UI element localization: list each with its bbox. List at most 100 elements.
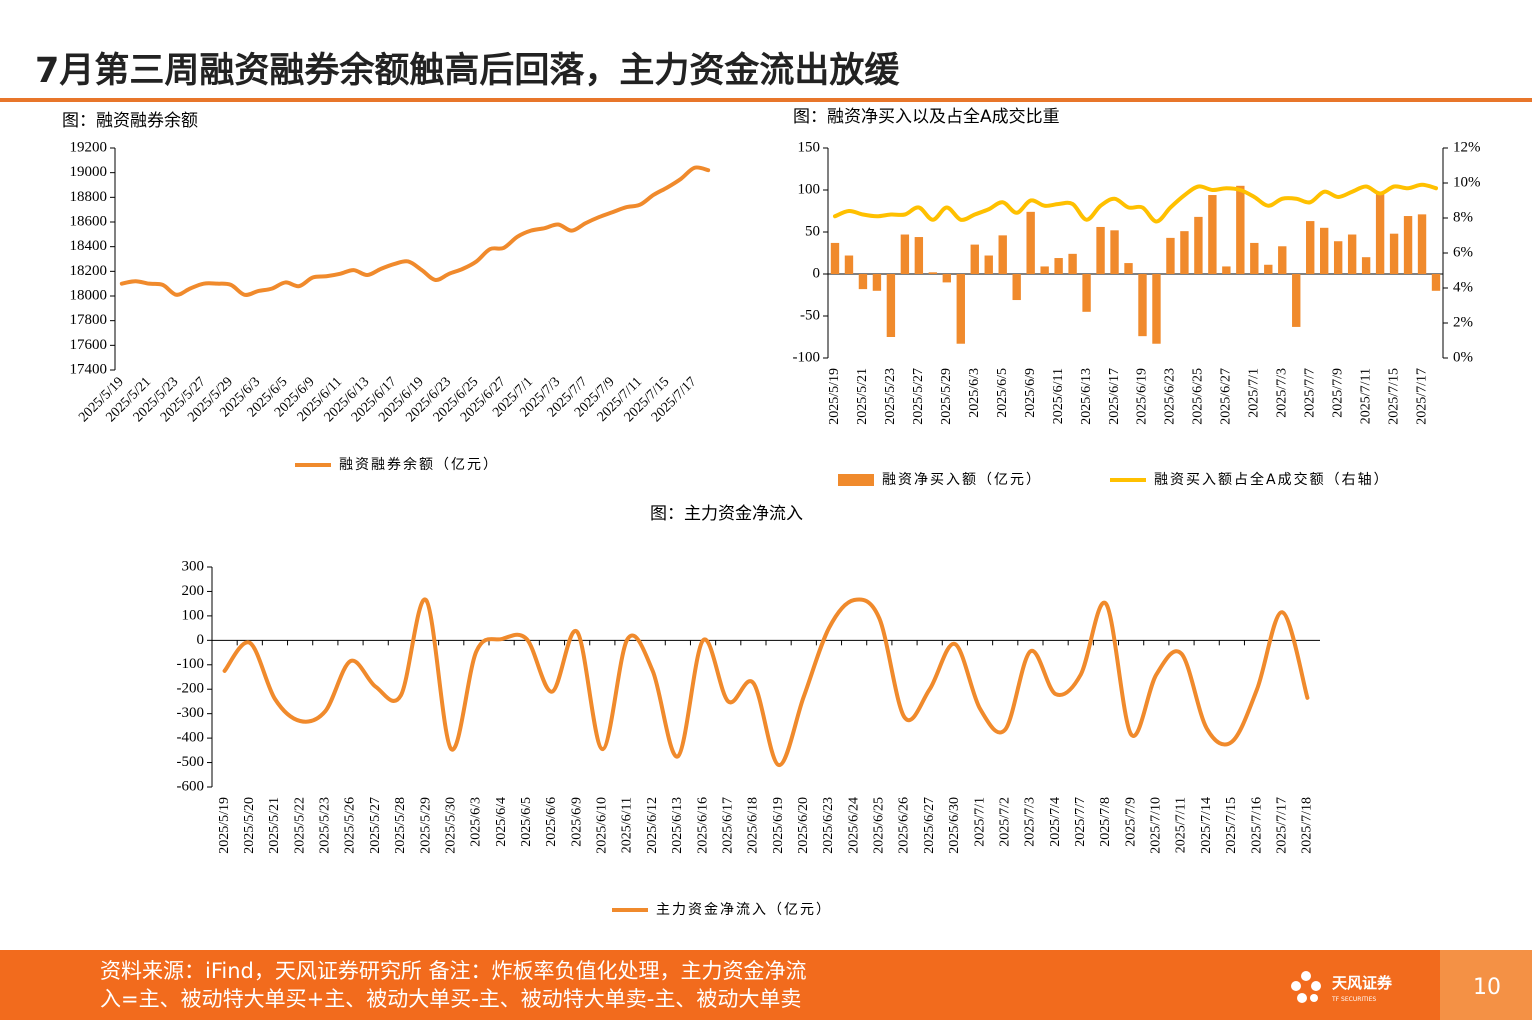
y-tick-label: -200 — [177, 681, 205, 697]
source-line: 入=主、被动特大单买+主、被动大单买-主、被动特大单卖-主、被动大单卖 — [100, 987, 801, 1011]
y-tick-label: 300 — [182, 558, 205, 574]
x-tick-label: 2025/5/29 — [418, 797, 433, 854]
x-tick-label: 2025/6/30 — [947, 797, 962, 854]
bar — [1124, 263, 1133, 274]
y-tick-label: 19200 — [70, 139, 108, 155]
y-tick-label: -100 — [177, 656, 205, 672]
y-tick-label: 200 — [182, 583, 205, 599]
bar — [1180, 231, 1189, 274]
bar — [872, 274, 882, 291]
x-tick-label: 2025/7/17 — [1414, 368, 1429, 425]
y-tick-label: 0 — [813, 265, 821, 281]
bar — [1389, 233, 1399, 274]
legend-label: 融资买入额占全A成交额（右轴） — [1154, 471, 1390, 488]
logo-text-en: TF SECURITIES — [1331, 996, 1376, 1003]
bar — [1236, 185, 1245, 274]
bar — [998, 235, 1007, 274]
legend-label: 主力资金净流入（亿元） — [656, 902, 832, 918]
bar — [1278, 246, 1287, 274]
x-tick-label: 2025/7/16 — [1249, 797, 1264, 854]
x-tick-label: 2025/6/26 — [897, 797, 912, 854]
legend-swatch — [838, 474, 874, 486]
x-tick-label: 2025/7/8 — [1098, 797, 1113, 847]
x-tick-label: 2025/6/5 — [519, 797, 534, 847]
page-title: 7月第三周融资融券余额触高后回落，主力资金流出放缓 — [35, 50, 900, 91]
bar — [914, 237, 924, 274]
x-tick-label: 2025/6/6 — [544, 797, 559, 847]
line — [222, 597, 1310, 767]
chart-title: 图：融资融券余额 — [62, 111, 198, 131]
y2-tick-label: 0% — [1453, 349, 1473, 365]
y-tick-label: 150 — [798, 139, 821, 155]
bar — [844, 255, 854, 274]
legend-label: 融资净买入额（亿元） — [882, 472, 1042, 488]
bar — [858, 274, 868, 290]
y-tick-label: -100 — [793, 349, 821, 365]
bar — [1320, 227, 1329, 274]
x-tick-label: 2025/7/15 — [1386, 368, 1401, 425]
x-tick-label: 2025/5/29 — [939, 368, 954, 425]
bar — [1110, 230, 1119, 274]
y-tick-label: 19000 — [70, 164, 108, 180]
y-tick-label: 100 — [182, 607, 205, 623]
x-tick-label: 2025/6/19 — [1135, 368, 1150, 425]
x-tick-label: 2025/7/11 — [1358, 368, 1373, 424]
bar — [970, 244, 979, 274]
y-tick-label: -400 — [177, 730, 205, 746]
bar — [886, 274, 896, 337]
bar — [1012, 274, 1021, 301]
bar — [1375, 193, 1385, 274]
x-tick-label: 2025/6/17 — [1107, 368, 1122, 425]
x-tick-label: 2025/6/13 — [670, 797, 685, 854]
bar — [1333, 241, 1343, 274]
x-tick-label: 2025/6/11 — [1051, 368, 1066, 424]
y-tick-label: -500 — [177, 754, 205, 770]
x-tick-label: 2025/6/17 — [720, 797, 735, 854]
bar — [830, 242, 840, 274]
y-tick-label: -50 — [800, 307, 820, 323]
y2-tick-label: 10% — [1453, 174, 1481, 190]
y-tick-label: 17800 — [70, 312, 108, 328]
x-tick-label: 2025/7/7 — [1302, 368, 1317, 418]
bar — [1082, 274, 1091, 312]
y-tick-label: 0 — [197, 632, 205, 648]
x-tick-label: 2025/5/19 — [217, 797, 232, 854]
x-tick-label: 2025/5/28 — [393, 797, 408, 854]
y-tick-label: 18400 — [70, 238, 108, 254]
bar — [1152, 274, 1161, 344]
bar — [984, 255, 993, 274]
chart-title: 图：融资净买入以及占全A成交比重 — [793, 107, 1060, 127]
y2-tick-label: 4% — [1453, 279, 1473, 295]
x-tick-label: 2025/6/3 — [469, 797, 484, 847]
x-tick-label: 2025/6/10 — [595, 797, 610, 854]
x-tick-label: 2025/7/10 — [1149, 797, 1164, 854]
y-tick-label: 18600 — [70, 213, 108, 229]
y-tick-label: -300 — [177, 705, 205, 721]
x-tick-label: 2025/6/9 — [569, 797, 584, 847]
bar — [1347, 234, 1357, 274]
x-tick-label: 2025/7/11 — [1174, 797, 1189, 853]
y-tick-label: 50 — [805, 223, 820, 239]
bar — [900, 234, 910, 274]
x-tick-label: 2025/5/27 — [368, 797, 383, 854]
bar — [1222, 266, 1231, 274]
x-tick-label: 2025/6/3 — [967, 368, 982, 418]
x-tick-label: 2025/6/25 — [1191, 368, 1206, 425]
bar — [1292, 274, 1301, 327]
bar — [942, 274, 951, 283]
x-tick-label: 2025/6/19 — [771, 797, 786, 854]
x-tick-label: 2025/5/23 — [318, 797, 333, 854]
bar — [1403, 216, 1413, 274]
bar — [1417, 214, 1427, 274]
x-tick-label: 2025/6/24 — [846, 797, 861, 854]
page-box — [1440, 950, 1532, 1020]
y2-tick-label: 2% — [1453, 314, 1473, 330]
bar — [928, 272, 938, 274]
x-tick-label: 2025/7/18 — [1300, 797, 1315, 854]
y2-tick-label: 6% — [1453, 244, 1473, 260]
y2-tick-label: 12% — [1453, 139, 1481, 155]
bar — [1026, 211, 1035, 274]
x-tick-label: 2025/5/22 — [292, 797, 307, 854]
logo-icon — [1291, 971, 1321, 1003]
x-tick-label: 2025/7/1 — [972, 797, 987, 847]
